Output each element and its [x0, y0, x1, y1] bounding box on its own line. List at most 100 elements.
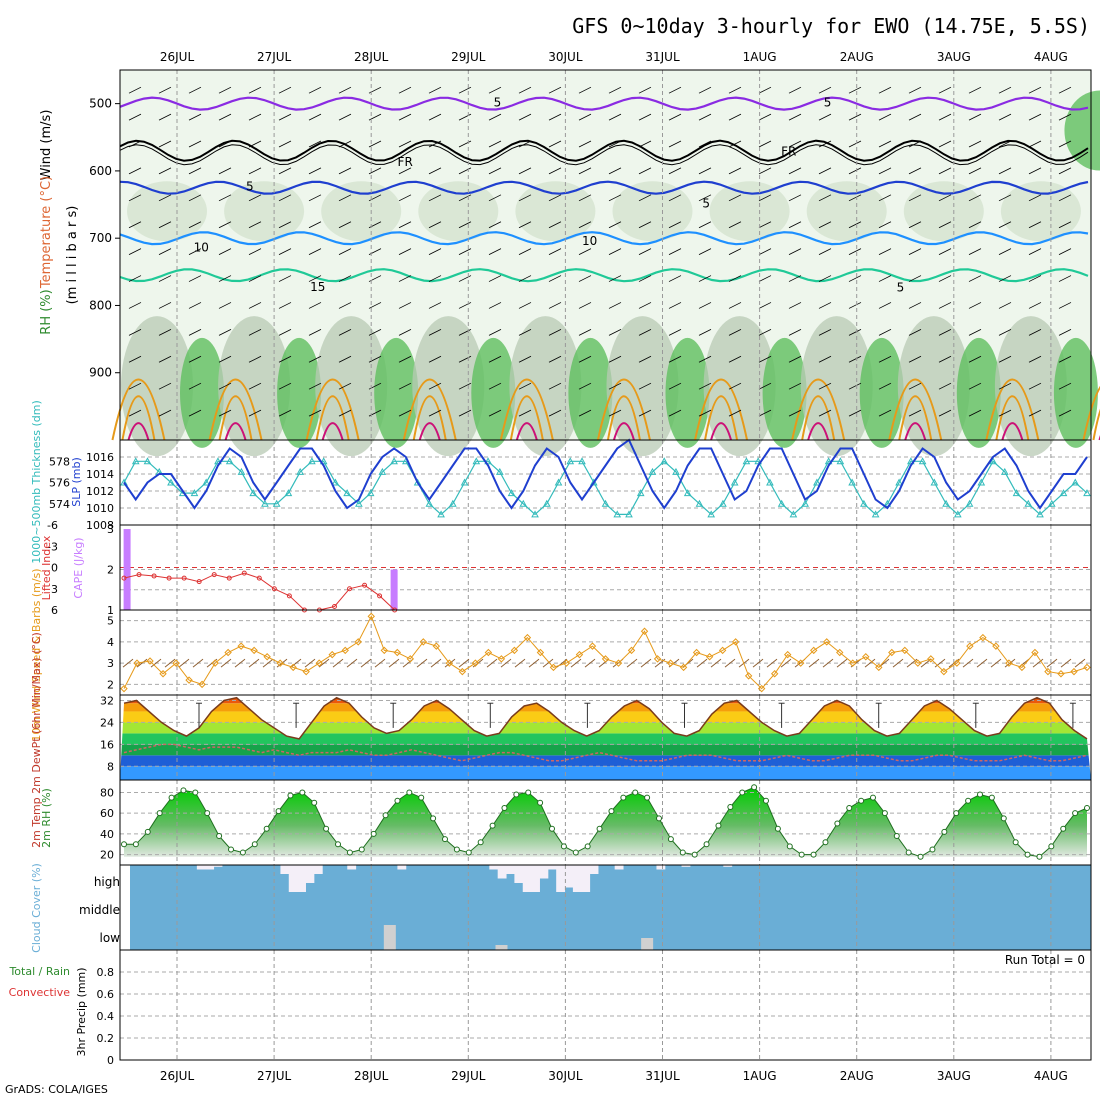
wind-barb: [788, 275, 802, 282]
wind-barb-10m: [234, 658, 246, 668]
thickness-point: [813, 478, 821, 486]
wind-speed-point: [393, 648, 401, 657]
wind-barb-10m: [486, 658, 498, 668]
thickness-point: [225, 457, 234, 465]
wind-barb: [608, 382, 622, 390]
cloud-high-gap: [681, 865, 691, 867]
wind-barb: [488, 167, 502, 175]
wind-barb: [578, 140, 592, 148]
wind-barb-10m: [822, 658, 834, 668]
wind-barb: [128, 221, 142, 229]
wind-speed-point: [185, 676, 193, 684]
thickness-point: [589, 478, 598, 486]
wind-barb: [548, 355, 562, 363]
wind-barb: [248, 221, 262, 229]
wind-barb: [578, 248, 592, 255]
wind-barb: [338, 248, 352, 255]
wind-barb: [848, 302, 862, 309]
wind-barb: [278, 194, 292, 202]
cloud-level-label: high: [94, 875, 120, 889]
wind-barb: [908, 275, 922, 282]
wind-barb: [638, 194, 652, 202]
li-point: [196, 579, 202, 585]
wind-barb: [518, 355, 532, 363]
rh-shade-patch: [509, 316, 582, 457]
wind-barb: [128, 248, 142, 255]
wind-barb: [218, 167, 232, 175]
panel-wind10m: 2 3 4 5: [107, 609, 1092, 696]
wind-barb: [638, 382, 652, 390]
wind-barb: [398, 86, 412, 94]
wind-barb: [548, 382, 562, 390]
thickness-point: [1036, 510, 1044, 518]
wind-speed-point: [888, 648, 896, 657]
wind-barb: [998, 221, 1012, 229]
wind-barb: [398, 355, 412, 363]
wind-barb: [908, 167, 922, 175]
rh-shade-patch: [121, 316, 193, 457]
rh-tick-label: 40: [100, 828, 114, 841]
wind-barb: [308, 382, 322, 390]
wind-barb: [698, 194, 712, 202]
wind-barb: [548, 248, 562, 255]
wind-barb: [908, 113, 922, 121]
wind-barb: [1058, 355, 1072, 363]
wind-speed-point: [159, 670, 167, 678]
wind-barb: [428, 86, 442, 94]
li-tick-label: 0: [51, 562, 58, 575]
temp-tick-label: 32: [100, 694, 114, 707]
rh-point: [335, 841, 341, 848]
wind-barb: [878, 275, 892, 282]
wind-barb: [128, 140, 142, 148]
wind-barb: [338, 275, 352, 282]
wind-barb: [968, 167, 982, 175]
cloud-level-label: low: [100, 931, 121, 945]
wind-barb: [938, 221, 952, 229]
wind-barb: [638, 167, 652, 175]
wind-barb-10m: [724, 658, 736, 668]
wind-barb: [788, 221, 802, 229]
thickness-point: [566, 457, 575, 465]
rh-point: [1048, 843, 1055, 850]
wind-barb: [728, 140, 742, 148]
rh-point: [382, 812, 389, 819]
rh-point: [465, 849, 472, 856]
wind-speed-point: [549, 663, 558, 672]
y-tick-label: 900: [89, 366, 112, 380]
rh-point: [418, 794, 425, 801]
wind-barb-10m: [780, 658, 792, 668]
thickness-point: [413, 478, 422, 486]
li-label: Lifted Index: [40, 535, 53, 600]
cloud-label: Cloud Cover (%): [30, 863, 43, 953]
top-date-label: 3AUG: [937, 50, 971, 64]
rh-point: [121, 841, 127, 848]
wind-speed-point: [471, 659, 480, 667]
bottom-date-label: 28JUL: [354, 1069, 389, 1083]
wind-barb: [938, 86, 952, 94]
wind-barb: [908, 382, 922, 390]
thickness-point: [249, 489, 258, 497]
wind-barb: [1028, 167, 1042, 175]
surface-isotherm-arc: [596, 378, 651, 441]
wind-barb: [698, 86, 712, 94]
wind-barb: [668, 167, 682, 175]
temp-band: [120, 744, 1091, 756]
wind-barb: [788, 329, 802, 336]
thickness-point: [366, 489, 375, 497]
thickness-tick-label: 576: [49, 477, 70, 490]
wind-barb: [278, 86, 292, 94]
wind-barb: [668, 248, 682, 255]
wind-barb: [968, 355, 982, 363]
wind-barb-10m: [808, 658, 820, 668]
cloud-high-gap: [280, 865, 290, 874]
wind-barb: [1058, 275, 1072, 282]
wind-speed-point: [666, 659, 675, 667]
wind-speed-point: [901, 646, 909, 655]
wind-barb: [758, 355, 772, 363]
wind-barb: [188, 355, 202, 363]
wind-barb: [428, 355, 442, 363]
wind-barb: [758, 167, 772, 175]
wind-barb: [908, 302, 922, 309]
wind-barb: [668, 302, 682, 309]
wind-speed-point: [172, 659, 180, 667]
